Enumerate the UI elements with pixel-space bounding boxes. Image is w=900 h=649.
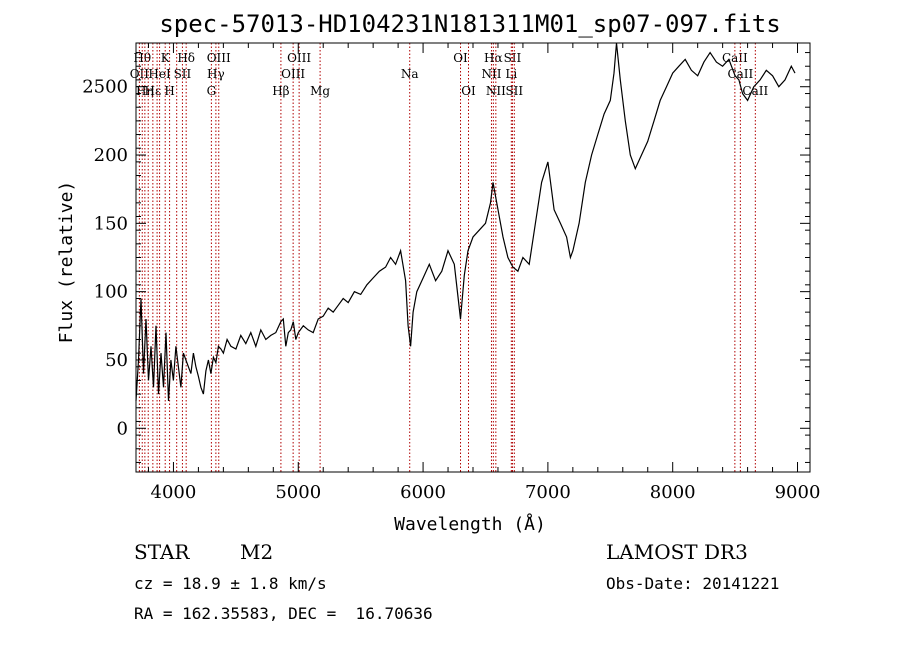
emission-line-label: H: [164, 84, 174, 98]
x-tick-label: 5000: [275, 482, 321, 503]
emission-line-label: OIII: [281, 67, 305, 81]
emission-line-label: Hα: [484, 51, 503, 65]
y-axis-label: Flux (relative): [56, 181, 77, 344]
object-subclass: M2: [240, 540, 274, 564]
emission-line-label: OIII: [207, 51, 231, 65]
y-tick-label: 150: [94, 213, 128, 234]
emission-line-label: Hθ: [133, 51, 151, 65]
spectrum-series: [135, 42, 796, 402]
emission-line-label: Hδ: [177, 51, 195, 65]
emission-line-label: Li: [505, 67, 517, 81]
spectrum-line: [135, 42, 796, 402]
x-tick-label: 9000: [775, 482, 821, 503]
emission-line-label: HeI: [148, 67, 171, 81]
emission-line-label: OII: [130, 67, 150, 81]
emission-line-label: NII: [486, 84, 506, 98]
emission-line-markers: OIIHθHηHεHeIKHSIIHδGHγOIIIHβOIIIOIIIMgNa…: [130, 43, 768, 472]
x-tick-label: 6000: [400, 482, 446, 503]
y-tick-label: 0: [117, 418, 128, 439]
emission-line-label: Hη: [136, 84, 154, 98]
emission-line-label: Na: [401, 67, 419, 81]
emission-line-label: CaII: [722, 51, 748, 65]
survey-name: LAMOST DR3: [606, 540, 748, 564]
emission-line-label: NII: [481, 67, 501, 81]
emission-line-label: OI: [461, 84, 476, 98]
emission-line-label: SII: [174, 67, 192, 81]
emission-line-label: CaII: [727, 67, 753, 81]
object-class: STAR: [134, 540, 190, 564]
emission-line-label: Mg: [310, 84, 330, 98]
x-tick-label: 7000: [525, 482, 571, 503]
y-tick-label: 50: [105, 350, 128, 371]
emission-line-label: SII: [504, 51, 522, 65]
redshift-text: cz = 18.9 ± 1.8 km/s: [134, 574, 327, 593]
y-tick-label: 2500: [82, 77, 128, 98]
x-axis-label: Wavelength (Å): [394, 513, 546, 535]
axis-ticks: 4000 5000 6000 7000 8000 9000 0 50 100 150 200 2500: [82, 43, 820, 503]
emission-line-label: OI: [453, 51, 468, 65]
chart-title: spec-57013-HD104231N181311M01_sp07-097.f…: [159, 10, 780, 38]
coordinates: RA = 162.35583, DEC = 16.70636: [134, 604, 433, 623]
emission-line-label: Hε: [145, 84, 162, 98]
y-tick-label: 100: [94, 282, 128, 303]
x-tick-label: 4000: [151, 482, 197, 503]
emission-line-label: OIII: [287, 51, 311, 65]
obs-date: Obs-Date: 20141221: [606, 574, 780, 593]
plot-frame: [135, 42, 811, 473]
emission-line-label: CaII: [742, 84, 768, 98]
emission-line-label: SII: [505, 84, 523, 98]
y-tick-label: 200: [94, 145, 128, 166]
emission-line-label: Hβ: [272, 84, 289, 98]
x-tick-label: 8000: [650, 482, 696, 503]
emission-line-label: Hγ: [207, 67, 225, 81]
emission-line-label: K: [161, 51, 171, 65]
emission-line-label: G: [207, 84, 217, 98]
